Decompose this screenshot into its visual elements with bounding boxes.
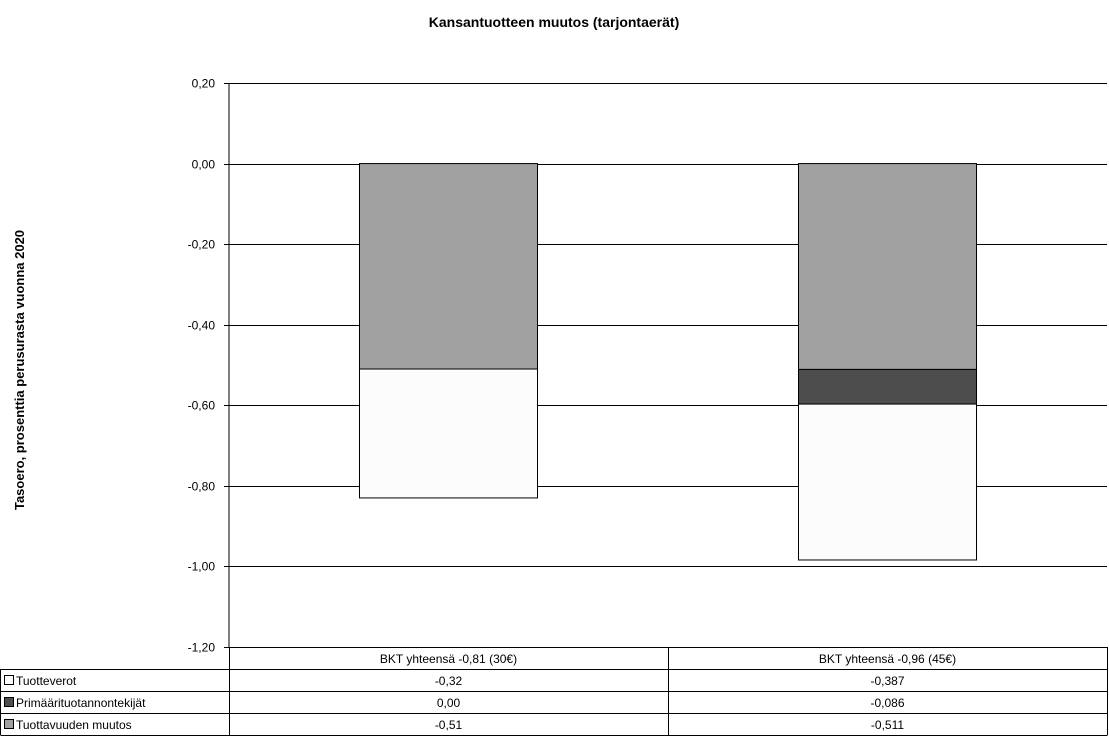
data-label: -0,511: [871, 718, 904, 732]
legend-swatch: [4, 719, 14, 729]
y-axis-ticks: 0,20 0,00 -0,20 -0,40 -0,60 -0,80 -1,00 -1,20: [188, 77, 216, 655]
data-label: -0,32: [435, 674, 463, 688]
y-tick-label: 0,20: [192, 77, 216, 91]
legend-swatch: [4, 697, 14, 707]
category-label: BKT yhteensä -0,96 (45€): [819, 652, 956, 666]
legend-swatch: [4, 675, 14, 685]
y-tick-label: -0,60: [188, 399, 216, 413]
bar-segment: [359, 163, 538, 370]
y-axis-label: Tasoero, prosenttia perusurasta vuonna 2…: [12, 230, 27, 510]
data-label: -0,387: [870, 674, 904, 688]
legend-entry: Primäärituotannontekijät: [16, 696, 146, 710]
bar-segment: [798, 368, 977, 405]
bars: [359, 163, 977, 561]
y-tick-label: -1,00: [188, 560, 216, 574]
y-tick-label: -0,20: [188, 238, 216, 252]
category-label: BKT yhteensä -0,81 (30€): [380, 652, 517, 666]
legend-entry: Tuottavuuden muutos: [16, 718, 132, 732]
y-tick-label: -0,80: [188, 480, 216, 494]
y-tick-label: -0,40: [188, 319, 216, 333]
data-label: -0,51: [435, 718, 463, 732]
bar-segment: [798, 163, 977, 370]
data-label: -0,086: [870, 696, 904, 710]
bar-segment: [359, 368, 538, 499]
data-table: BKT yhteensä -0,81 (30€) BKT yhteensä -0,…: [0, 647, 1108, 736]
y-tick-label: -1,20: [188, 641, 216, 655]
chart-title: Kansantuotteen muutos (tarjontaerät): [429, 14, 679, 30]
data-label: 0,00: [437, 696, 461, 710]
y-tick-label: 0,00: [192, 158, 216, 172]
bar-segment: [798, 403, 977, 561]
legend-entry: Tuotteverot: [16, 674, 77, 688]
